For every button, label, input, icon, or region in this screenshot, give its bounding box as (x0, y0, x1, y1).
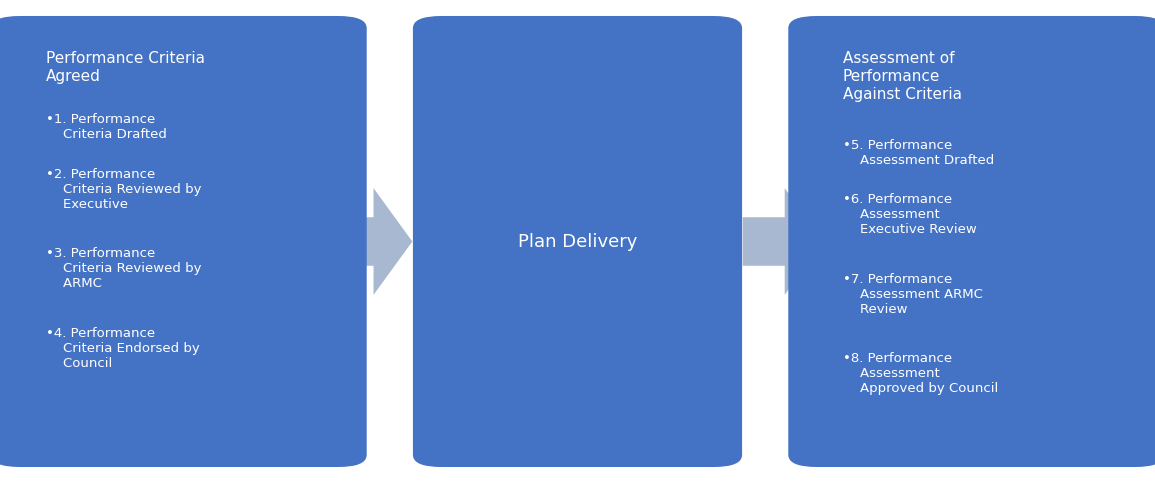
Text: Performance Criteria
Agreed: Performance Criteria Agreed (45, 51, 204, 84)
Polygon shape (743, 189, 824, 295)
Polygon shape (331, 189, 412, 295)
Text: Plan Delivery: Plan Delivery (517, 233, 638, 251)
Text: •5. Performance
    Assessment Drafted: •5. Performance Assessment Drafted (843, 138, 993, 166)
Text: •2. Performance
    Criteria Reviewed by
    Executive: •2. Performance Criteria Reviewed by Exe… (45, 167, 201, 211)
Text: •3. Performance
    Criteria Reviewed by
    ARMC: •3. Performance Criteria Reviewed by ARM… (45, 247, 201, 290)
FancyBboxPatch shape (788, 17, 1155, 467)
Text: •1. Performance
    Criteria Drafted: •1. Performance Criteria Drafted (45, 113, 166, 141)
FancyBboxPatch shape (0, 17, 367, 467)
Text: •7. Performance
    Assessment ARMC
    Review: •7. Performance Assessment ARMC Review (843, 272, 983, 315)
Text: •8. Performance
    Assessment
    Approved by Council: •8. Performance Assessment Approved by C… (843, 351, 998, 394)
Text: •6. Performance
    Assessment
    Executive Review: •6. Performance Assessment Executive Rev… (843, 193, 976, 236)
Text: •4. Performance
    Criteria Endorsed by
    Council: •4. Performance Criteria Endorsed by Cou… (45, 326, 200, 369)
FancyBboxPatch shape (413, 17, 742, 467)
Text: Assessment of
Performance
Against Criteria: Assessment of Performance Against Criter… (843, 51, 962, 102)
